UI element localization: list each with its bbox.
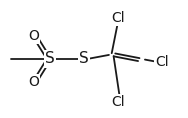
Text: Cl: Cl bbox=[111, 95, 125, 109]
Text: Cl: Cl bbox=[155, 55, 169, 69]
Text: O: O bbox=[28, 29, 39, 43]
Text: S: S bbox=[79, 51, 89, 67]
Text: O: O bbox=[28, 75, 39, 89]
Text: S: S bbox=[45, 51, 55, 67]
Text: Cl: Cl bbox=[111, 11, 125, 25]
